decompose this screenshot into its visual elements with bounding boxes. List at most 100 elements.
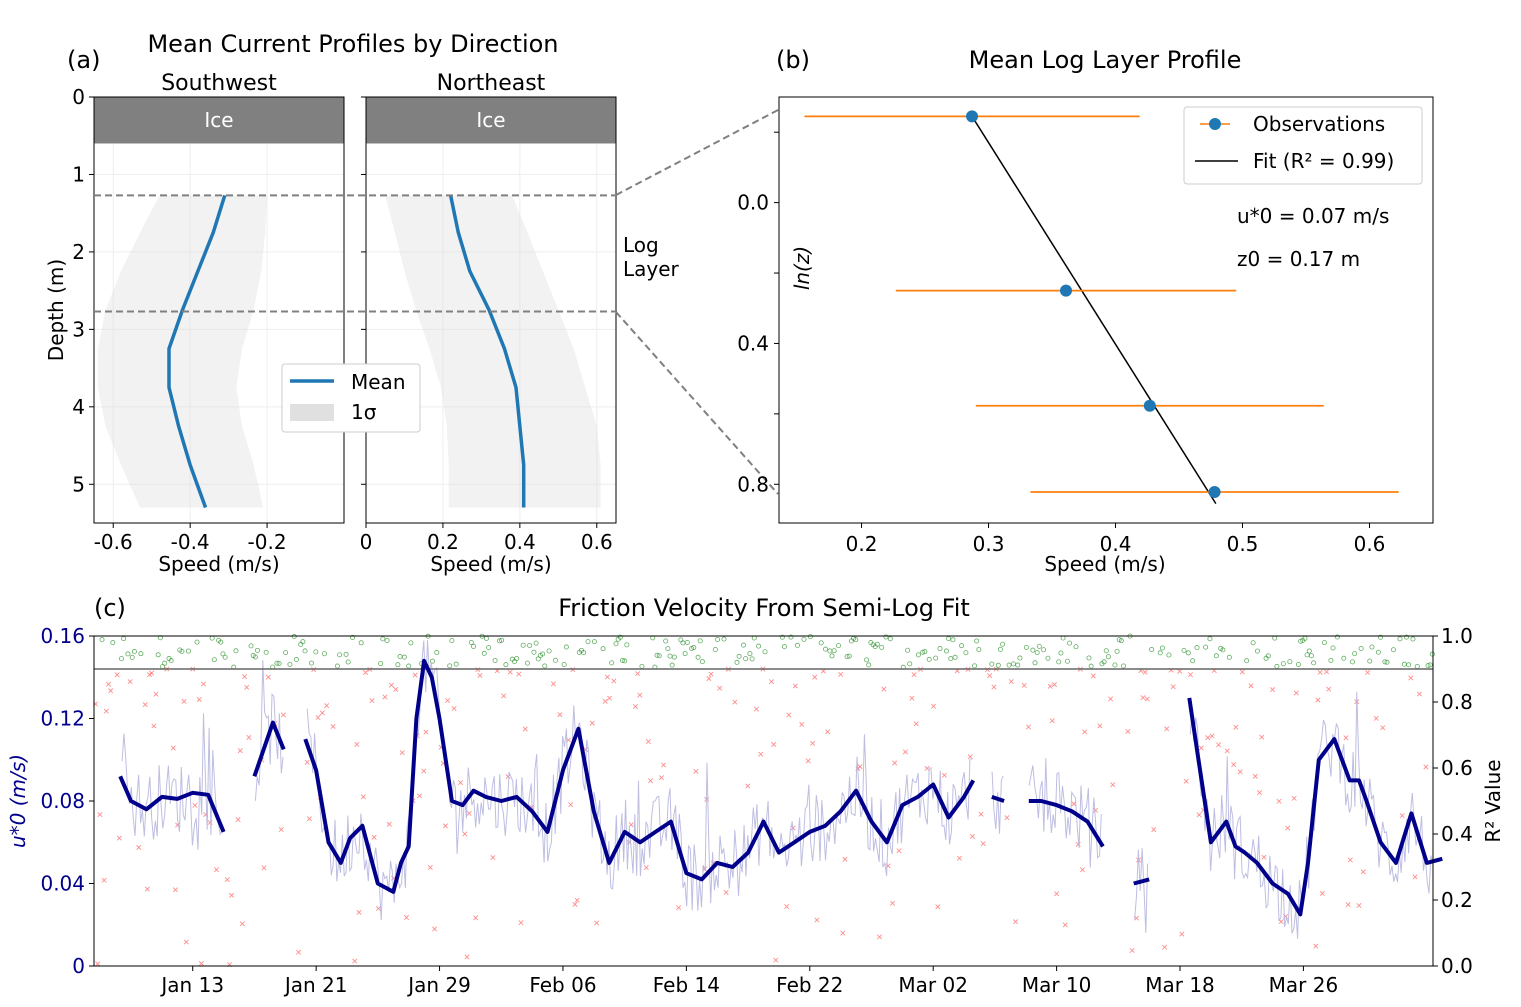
- r2-good-point: [378, 660, 384, 666]
- r2-poor-point: [1183, 778, 1189, 784]
- r2-poor-point: [909, 695, 915, 701]
- southwest-ice-block: [94, 97, 344, 144]
- r2-good-point: [211, 657, 217, 663]
- r2-good-point: [1244, 658, 1250, 664]
- legend-mean-label: Mean: [351, 370, 406, 394]
- right-ytick-label: 0.0: [1441, 954, 1473, 978]
- r2-good-point: [179, 648, 185, 654]
- r2-poor-point: [708, 671, 714, 677]
- panel-a-legend: Mean 1σ: [281, 363, 421, 433]
- r2-good-point: [540, 651, 546, 657]
- r2-poor-point: [842, 856, 848, 862]
- r2-poor-point: [572, 901, 578, 907]
- panel-c-marks: 0 0.04 0.08 0.12 0.16 0.0 0.2 0.4 0.6 0.8 1.0 Jan 1…: [40, 624, 1472, 997]
- r2-poor-point: [1317, 669, 1323, 675]
- r2-poor-point: [753, 706, 759, 712]
- r2-good-point: [1341, 655, 1347, 661]
- southwest-sigma-band: [97, 195, 268, 508]
- r2-good-point: [1166, 652, 1172, 658]
- r2-poor-point: [784, 904, 790, 910]
- right-ytick-label: 0.8: [1441, 690, 1473, 714]
- r2-poor-point: [838, 671, 844, 677]
- r2-good-point: [321, 651, 327, 657]
- r2-good-point: [1207, 636, 1213, 642]
- r2-poor-point: [416, 793, 423, 799]
- r2-good-point: [667, 653, 673, 659]
- panel-a-sw-subtitle: Southwest: [161, 71, 277, 96]
- r2-poor-point: [1347, 857, 1353, 863]
- r2-poor-point: [1291, 795, 1297, 801]
- r2-good-point: [1103, 648, 1109, 654]
- r2-good-point: [118, 656, 124, 662]
- observation-point: [1208, 486, 1221, 499]
- r2-poor-point: [1293, 690, 1299, 696]
- r2-good-point: [948, 656, 954, 662]
- r2-poor-point: [1021, 682, 1027, 688]
- r2-poor-point: [956, 855, 962, 861]
- r2-poor-point: [1257, 790, 1263, 796]
- depth-tick-label: 4: [72, 395, 85, 419]
- smoothed-friction-velocity-line: [118, 658, 1443, 917]
- r2-good-point: [468, 639, 474, 645]
- panel-b-ytick-label: 0.4: [737, 331, 769, 355]
- right-ytick-label: 0.6: [1441, 756, 1473, 780]
- left-ytick-label: 0.16: [40, 624, 85, 648]
- r2-good-point: [697, 638, 703, 644]
- r2-good-point: [1056, 659, 1062, 665]
- r2-poor-point: [315, 714, 321, 721]
- r2-poor-point: [296, 949, 302, 955]
- r2-good-point: [533, 640, 539, 646]
- annotation-ustar: u*0 = 0.07 m/s: [1237, 204, 1389, 228]
- r2-good-point: [1157, 650, 1163, 656]
- r2-good-point: [680, 640, 686, 646]
- r2-poor-point: [466, 810, 472, 816]
- southwest-xtick-label: -0.4: [171, 530, 210, 554]
- r2-poor-point: [1252, 773, 1258, 779]
- r2-good-point: [656, 653, 662, 659]
- r2-good-point: [684, 639, 690, 645]
- date-tick-label: Feb 14: [653, 973, 720, 997]
- r2-poor-point: [445, 697, 451, 704]
- r2-good-point: [287, 661, 293, 667]
- r2-good-point: [937, 646, 943, 652]
- r2-good-point: [125, 651, 131, 657]
- r2-poor-point: [706, 676, 712, 682]
- r2-good-point: [483, 635, 489, 641]
- r2-good-point: [1023, 644, 1029, 650]
- r2-good-point: [337, 652, 343, 658]
- r2-poor-point: [172, 887, 178, 893]
- r2-good-point: [1401, 661, 1407, 667]
- right-ytick-label: 1.0: [1441, 624, 1473, 648]
- northeast-ice-label: Ice: [476, 108, 505, 132]
- r2-good-point: [1403, 634, 1409, 640]
- r2-good-point: [1088, 663, 1094, 669]
- r2-good-point: [1105, 654, 1111, 660]
- left-ytick-label: 0.12: [40, 707, 85, 731]
- r2-poor-point: [643, 865, 649, 871]
- r2-poor-point: [717, 685, 723, 691]
- connector-line-top: [615, 109, 779, 196]
- r2-good-point: [743, 656, 749, 662]
- r2-poor-point: [319, 710, 325, 716]
- r2-good-point: [831, 648, 837, 654]
- r2-good-point: [1203, 644, 1209, 650]
- r2-poor-point: [1187, 672, 1194, 678]
- northeast-ice-block: [366, 97, 616, 144]
- r2-poor-point: [442, 823, 448, 829]
- r2-poor-point: [810, 740, 816, 746]
- r2-good-point: [721, 636, 727, 642]
- r2-poor-point: [198, 961, 204, 967]
- r2-good-point: [1334, 634, 1340, 640]
- date-tick-label: Mar 02: [898, 973, 968, 997]
- date-tick-label: Feb 22: [776, 973, 843, 997]
- r2-good-point: [395, 662, 401, 668]
- panel-b-xaxis-label: Speed (m/s): [1044, 552, 1165, 576]
- r2-good-point: [1194, 645, 1200, 651]
- r2-poor-point: [153, 691, 159, 697]
- r2-poor-point: [360, 794, 366, 800]
- r2-poor-point: [1326, 686, 1332, 692]
- r2-good-point: [218, 639, 224, 645]
- r2-poor-point: [1365, 669, 1371, 675]
- panel-a-ne-subtitle: Northeast: [437, 71, 546, 96]
- r2-good-point: [946, 636, 952, 642]
